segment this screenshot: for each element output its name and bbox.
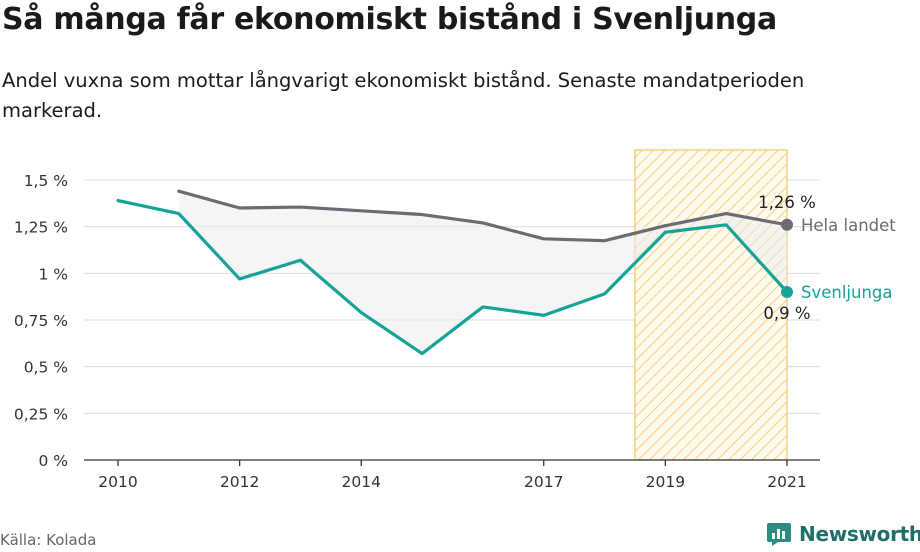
end-value-label: 1,26 % bbox=[758, 193, 816, 212]
chart-subtitle: Andel vuxna som mottar långvarigt ekonom… bbox=[2, 69, 805, 122]
gap-area bbox=[178, 191, 787, 354]
y-tick-label: 0 % bbox=[38, 452, 68, 470]
chart-title: Så många får ekonomiskt bistånd i Svenlj… bbox=[2, 2, 777, 37]
y-tick-label: 1,25 % bbox=[14, 219, 68, 237]
x-tick-label: 2014 bbox=[342, 473, 381, 491]
y-tick-label: 0,5 % bbox=[24, 359, 68, 377]
y-tick-label: 1,5 % bbox=[24, 172, 68, 190]
series-name-label: Svenljunga bbox=[801, 283, 893, 302]
brand-name: Newsworthy bbox=[799, 522, 920, 546]
x-tick-label: 2021 bbox=[767, 473, 806, 491]
end-marker-hela-landet bbox=[781, 218, 793, 231]
brand: Newsworthy bbox=[766, 521, 920, 547]
end-value-label: 0,9 % bbox=[763, 304, 810, 323]
source-note: Källa: Kolada bbox=[0, 531, 97, 549]
x-tick-label: 2017 bbox=[524, 473, 563, 491]
newsworthy-logo-icon bbox=[767, 523, 791, 546]
y-tick-label: 0,75 % bbox=[14, 312, 68, 330]
end-marker-svenljunga bbox=[781, 286, 793, 298]
y-tick-label: 0,25 % bbox=[14, 405, 68, 423]
series-line-svenljunga bbox=[116, 198, 789, 356]
y-tick-label: 1 % bbox=[38, 265, 68, 283]
highlight-period bbox=[634, 149, 788, 461]
x-tick-label: 2012 bbox=[220, 473, 259, 491]
series-name-label: Hela landet bbox=[801, 216, 896, 235]
x-tick-label: 2019 bbox=[646, 473, 685, 491]
x-tick-label: 2010 bbox=[98, 473, 137, 491]
